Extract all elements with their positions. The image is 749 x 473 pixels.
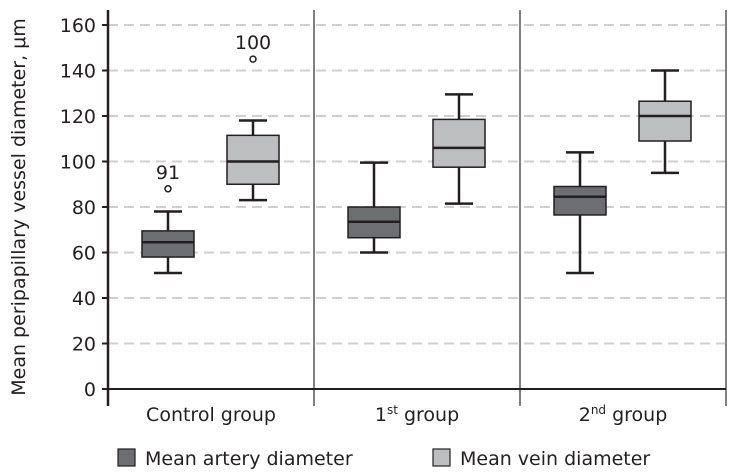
outlier-label: 100 bbox=[235, 32, 271, 54]
y-tick-label: 100 bbox=[60, 152, 96, 174]
box-iqr bbox=[141, 230, 195, 258]
y-tick-label: 160 bbox=[60, 15, 96, 37]
y-tick-label: 0 bbox=[84, 379, 96, 401]
box-vein-0: 100 bbox=[226, 32, 280, 202]
y-tick-label: 140 bbox=[60, 61, 96, 83]
box-artery-2 bbox=[553, 151, 607, 275]
x-tick-label: 1st group bbox=[375, 403, 459, 426]
box-iqr bbox=[432, 118, 486, 168]
y-tick-label: 80 bbox=[72, 197, 96, 219]
y-tick-label: 120 bbox=[60, 106, 96, 128]
box-artery-0: 91 bbox=[141, 162, 195, 275]
box-vein-2 bbox=[638, 69, 692, 175]
y-tick-label: 60 bbox=[72, 243, 96, 265]
legend-label: Mean artery diameter bbox=[145, 448, 353, 470]
outlier-label: 91 bbox=[156, 162, 180, 184]
box-iqr bbox=[226, 134, 280, 185]
x-tick-label: Control group bbox=[146, 404, 276, 426]
y-axis-label: Mean peripapillary vessel diameter, μm bbox=[8, 18, 30, 396]
box-iqr bbox=[638, 100, 692, 142]
x-tick-label: 2nd group bbox=[579, 403, 668, 426]
legend-swatch bbox=[117, 448, 136, 467]
outlier-point bbox=[164, 185, 172, 193]
y-tick-label: 40 bbox=[72, 288, 96, 310]
legend-label: Mean vein diameter bbox=[460, 448, 650, 470]
box-vein-1 bbox=[432, 93, 486, 205]
legend-swatch bbox=[432, 448, 451, 467]
box-iqr bbox=[553, 185, 607, 216]
box-artery-1 bbox=[347, 161, 401, 254]
outlier-point bbox=[249, 55, 257, 63]
y-tick-label: 20 bbox=[72, 334, 96, 356]
